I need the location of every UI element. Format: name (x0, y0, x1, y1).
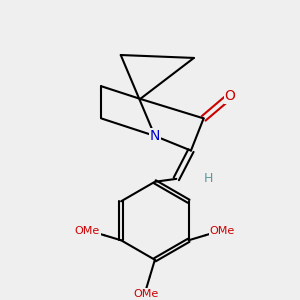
Text: H: H (204, 172, 213, 185)
Text: OMe: OMe (133, 289, 158, 298)
Text: O: O (224, 89, 236, 103)
Text: N: N (150, 129, 160, 143)
Text: OMe: OMe (75, 226, 100, 236)
Text: OMe: OMe (210, 226, 235, 236)
